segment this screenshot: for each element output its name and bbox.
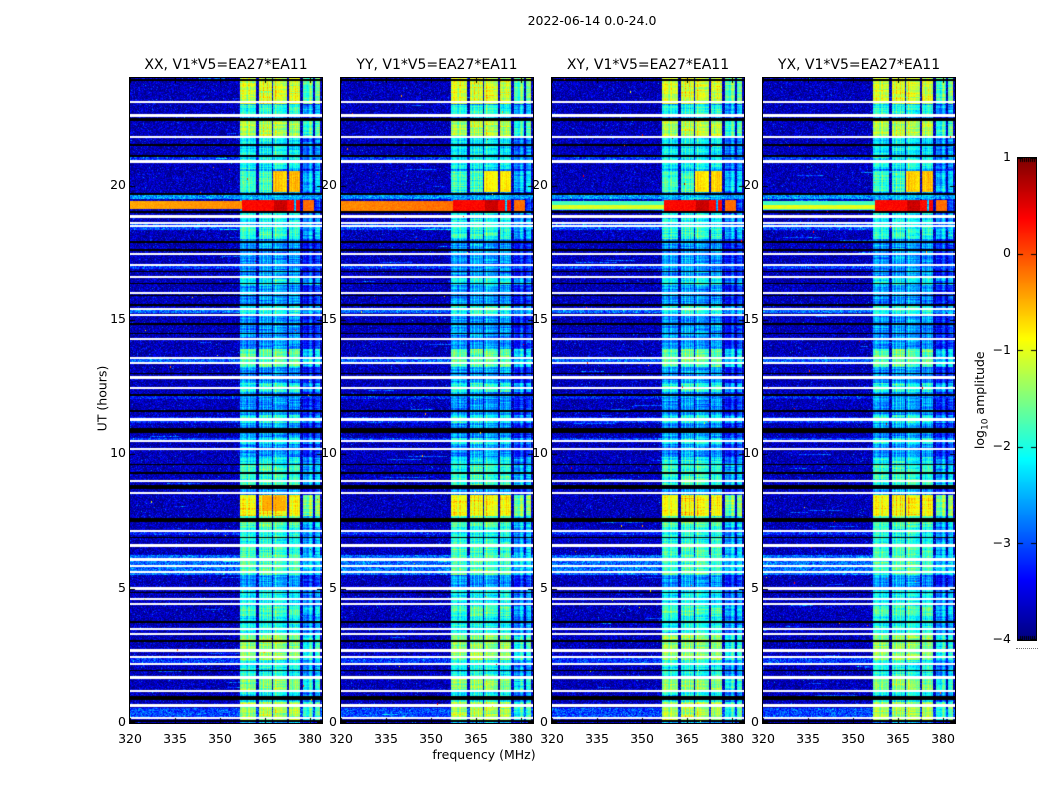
spectrogram-canvas-yy xyxy=(341,78,533,723)
colorbar-canvas xyxy=(1018,158,1036,640)
y-tick-label: 10 xyxy=(743,445,759,461)
panel-title-xy: XY, V1*V5=EA27*EA11 xyxy=(566,57,730,73)
y-tick-label: 5 xyxy=(540,579,548,595)
panel-title-xx: XX, V1*V5=EA27*EA11 xyxy=(144,57,308,73)
y-tick-label: 0 xyxy=(540,714,548,729)
panel-yx: YX, V1*V5=EA27*EA11 xyxy=(762,57,956,724)
y-tick-label: 0 xyxy=(751,714,759,729)
y-tick-label: 5 xyxy=(751,579,759,595)
colorbar xyxy=(1017,157,1037,641)
x-tick-label: 320 xyxy=(540,731,564,746)
y-tick-label: 0 xyxy=(118,714,126,729)
y-tick-label: 0 xyxy=(329,714,337,729)
colorbar-baseline-dots xyxy=(1016,648,1038,649)
x-tick-label: 365 xyxy=(464,731,488,746)
y-tick-label: 10 xyxy=(321,445,337,461)
colorbar-label: log10 amplitude xyxy=(972,315,991,485)
x-tick-label: 320 xyxy=(118,731,142,746)
y-tick-label: 10 xyxy=(532,445,548,461)
panel-title-yx: YX, V1*V5=EA27*EA11 xyxy=(777,57,941,73)
panel-yy: YY, V1*V5=EA27*EA11 xyxy=(340,57,534,724)
x-tick-label: 335 xyxy=(796,731,820,746)
colorbar-tick-label: −4 xyxy=(992,631,1011,646)
x-tick-label: 335 xyxy=(374,731,398,746)
y-tick-label: 15 xyxy=(110,310,126,326)
y-tick-label: 10 xyxy=(110,445,126,461)
spectrogram-canvas-yx xyxy=(763,78,955,723)
y-tick-label: 15 xyxy=(743,310,759,326)
panel-title-yy: YY, V1*V5=EA27*EA11 xyxy=(356,57,518,73)
colorbar-tick-label: 1 xyxy=(1003,149,1011,164)
colorbar-label-subscript: 10 xyxy=(980,418,991,431)
y-tick-label: 5 xyxy=(118,579,126,595)
x-tick-label: 380 xyxy=(298,731,322,746)
spectrogram-canvas-xy xyxy=(552,78,744,723)
x-tick-label: 320 xyxy=(329,731,353,746)
x-tick-label: 350 xyxy=(419,731,443,746)
x-tick-label: 350 xyxy=(208,731,232,746)
y-tick-label: 15 xyxy=(321,310,337,326)
colorbar-label-suffix: amplitude xyxy=(971,351,987,419)
y-axis-label: UT (hours) xyxy=(94,365,110,432)
x-tick-label: 350 xyxy=(630,731,654,746)
x-axis-label: frequency (MHz) xyxy=(432,747,536,762)
x-tick-label: 365 xyxy=(675,731,699,746)
y-tick-label: 20 xyxy=(321,176,337,192)
colorbar-tick-label: −2 xyxy=(992,438,1011,454)
x-tick-label: 335 xyxy=(163,731,187,746)
x-tick-label: 350 xyxy=(841,731,865,746)
x-tick-label: 365 xyxy=(886,731,910,746)
y-tick-label: 15 xyxy=(532,310,548,326)
x-tick-label: 365 xyxy=(253,731,277,746)
y-tick-label: 20 xyxy=(532,176,548,192)
figure-title: 2022-06-14 0.0-24.0 xyxy=(527,13,657,28)
x-tick-label: 380 xyxy=(931,731,955,746)
panel-xy: XY, V1*V5=EA27*EA11 xyxy=(551,57,745,724)
y-tick-label: 5 xyxy=(329,579,337,595)
spectrogram-canvas-xx xyxy=(130,78,322,723)
x-tick-label: 380 xyxy=(509,731,533,746)
x-tick-label: 320 xyxy=(751,731,775,746)
colorbar-tick-label: 0 xyxy=(1003,245,1011,261)
colorbar-tick-label: −1 xyxy=(992,341,1011,357)
y-tick-label: 20 xyxy=(743,176,759,192)
x-tick-label: 335 xyxy=(585,731,609,746)
colorbar-tick-label: −3 xyxy=(992,534,1011,550)
y-tick-label: 20 xyxy=(110,176,126,192)
x-tick-label: 380 xyxy=(720,731,744,746)
panel-xx: XX, V1*V5=EA27*EA11 xyxy=(129,57,323,724)
